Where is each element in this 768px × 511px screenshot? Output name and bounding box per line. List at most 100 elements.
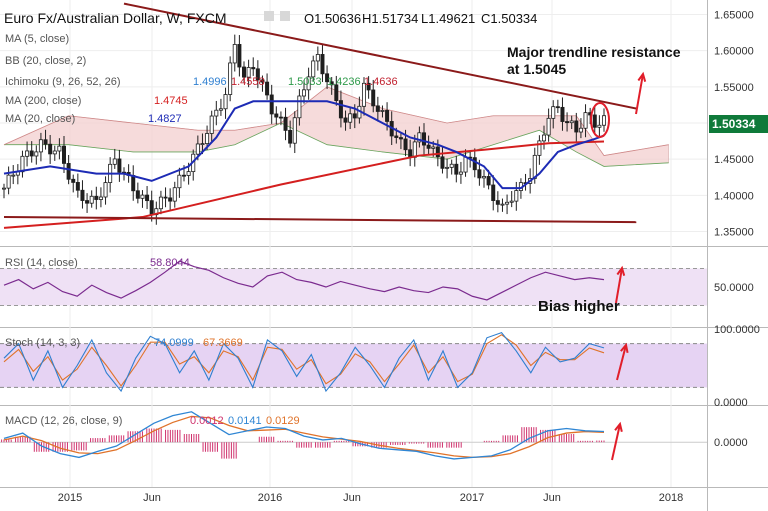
settings-icon[interactable] <box>264 11 274 21</box>
indicator-legend[interactable]: MA (5, close) BB (20, close, 2) Ichimoku… <box>5 33 398 427</box>
candle-body <box>505 201 510 205</box>
candle-body <box>578 127 583 133</box>
legend-ma200[interactable]: MA (200, close) <box>5 95 81 107</box>
time-axis: 2015 Jun 2016 Jun 2017 Jun 2018 <box>58 492 683 504</box>
macd-pane <box>0 411 707 460</box>
macd-tick-label: 0.0000 <box>714 437 748 449</box>
candle-body <box>472 157 477 171</box>
ohlc-open: O1.50636 <box>304 11 361 26</box>
candle-body <box>20 155 25 173</box>
legend-stoch[interactable]: Stoch (14, 3, 3) <box>5 337 80 349</box>
candle-body <box>325 73 330 83</box>
ichimoku-value-4: 1.4236 <box>327 76 361 88</box>
candle-body <box>385 110 390 122</box>
candle-body <box>440 156 445 169</box>
resistance-trendline <box>123 2 637 110</box>
ohlc-high: H1.51734 <box>362 11 418 26</box>
candle-body <box>329 81 334 86</box>
time-tick-label: 2018 <box>659 492 683 504</box>
candle-body <box>394 135 399 138</box>
price-tick-label: 1.40000 <box>714 190 754 202</box>
candle-body <box>532 154 537 179</box>
candle-body <box>366 82 371 91</box>
candle-body <box>477 169 482 179</box>
trendline-annotation: Major trendline resistance at 1.5045 <box>507 44 681 77</box>
legend-ma20[interactable]: MA (20, close) <box>5 113 75 125</box>
arrow-head <box>616 265 626 276</box>
candle-body <box>380 110 385 112</box>
arrow-shaft <box>615 267 623 304</box>
rsi-band <box>0 268 707 306</box>
candle-body <box>25 150 30 157</box>
candle-body <box>163 196 168 199</box>
current-price-bg <box>709 115 768 133</box>
candle-body <box>320 54 325 75</box>
candle-body <box>181 174 186 177</box>
candle-body <box>574 120 579 133</box>
candle-body <box>29 150 34 157</box>
candle-body <box>66 163 71 180</box>
candle-body <box>117 158 122 173</box>
candle-body <box>274 113 279 118</box>
legend-bb[interactable]: BB (20, close, 2) <box>5 55 86 67</box>
candle-body <box>542 134 547 142</box>
arrow-head <box>620 342 629 354</box>
candle-body <box>112 158 117 165</box>
candle-body <box>135 190 140 199</box>
bias-annotation: Bias higher <box>538 298 620 315</box>
rsi-value: 58.8044 <box>150 257 190 269</box>
candle-body <box>375 105 380 112</box>
candle-body <box>509 200 514 203</box>
time-tick-label: 2016 <box>258 492 282 504</box>
candle-body <box>62 145 67 164</box>
trendline-note-line1: Major trendline resistance <box>507 44 681 60</box>
ichimoku-value-1: 1.4996 <box>193 76 227 88</box>
candle-body <box>186 171 191 176</box>
macd-line-value: 0.0141 <box>228 415 262 427</box>
candle-body <box>565 121 570 124</box>
candle-body <box>495 200 500 205</box>
candle-body <box>315 54 320 62</box>
candle-body <box>546 117 551 136</box>
candle-body <box>200 143 205 146</box>
stoch-d-value: 67.3669 <box>203 337 243 349</box>
candle-body <box>597 124 602 128</box>
stoch-k-value: 74.0999 <box>154 337 194 349</box>
candle-body <box>458 171 463 175</box>
ma20-value: 1.4827 <box>148 113 182 125</box>
candle-body <box>71 178 76 183</box>
candle-body <box>301 89 306 97</box>
candle-body <box>149 200 154 216</box>
candle-body <box>283 116 288 131</box>
price-tick-label: 1.35000 <box>714 227 754 239</box>
candle-body <box>80 189 85 201</box>
candle-body <box>98 196 103 200</box>
legend-macd[interactable]: MACD (12, 26, close, 9) <box>5 415 122 427</box>
candle-body <box>205 133 210 145</box>
rsi-tick-label: 50.0000 <box>714 282 754 294</box>
arrow-shaft <box>616 344 627 381</box>
candle-body <box>288 129 293 144</box>
candle-body <box>537 140 542 156</box>
candle-body <box>343 117 348 123</box>
candle-body <box>500 203 505 206</box>
legend-rsi[interactable]: RSI (14, close) <box>5 257 78 269</box>
candle-body <box>408 149 413 158</box>
candle-body <box>103 182 108 198</box>
hide-icon[interactable] <box>280 11 290 21</box>
ichimoku-value-3: 1.5033 <box>288 76 322 88</box>
support-trendline <box>3 216 637 224</box>
candle-body <box>417 132 422 143</box>
candle-body <box>560 106 565 122</box>
trendlines[interactable] <box>3 2 637 224</box>
legend-ma5[interactable]: MA (5, close) <box>5 33 69 45</box>
header-buttons[interactable] <box>264 11 290 21</box>
ma200-value: 1.4745 <box>154 95 188 107</box>
candle-body <box>94 195 99 200</box>
candle-body <box>306 76 311 91</box>
ma20-path <box>3 100 605 190</box>
legend-ichimoku[interactable]: Ichimoku (9, 26, 52, 26) <box>5 76 121 88</box>
candle-body <box>218 108 223 111</box>
ohlc-low: L1.49621 <box>421 11 475 26</box>
